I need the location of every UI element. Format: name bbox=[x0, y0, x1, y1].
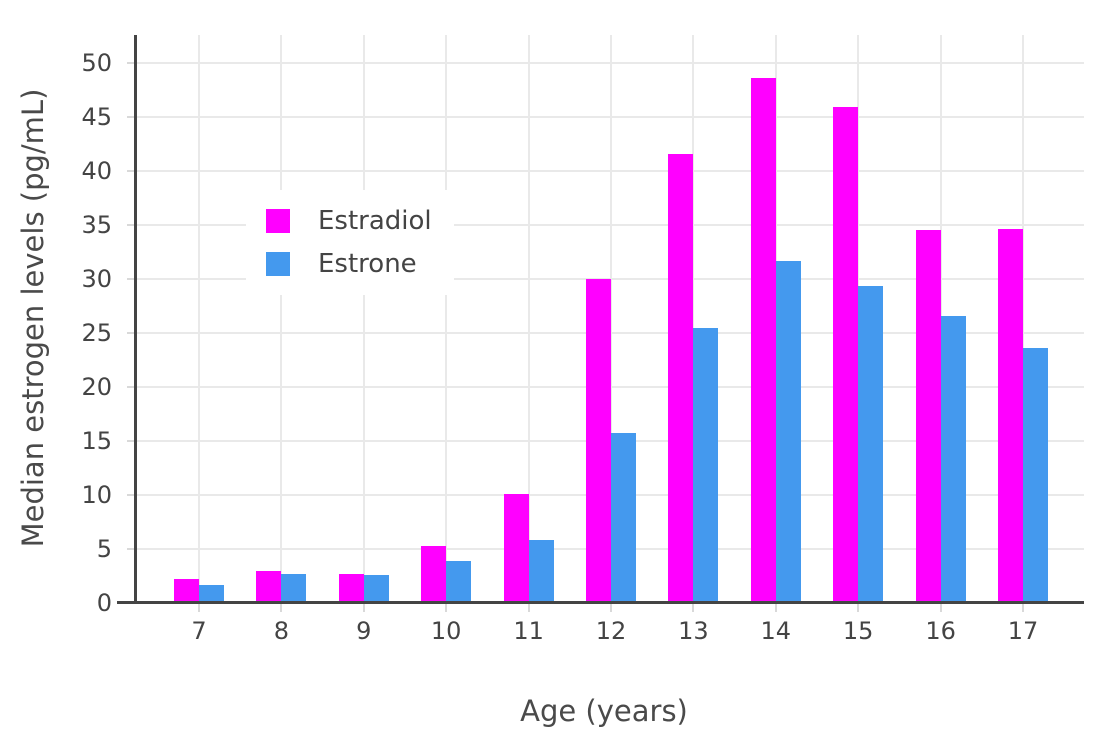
bar-estrone-age-11 bbox=[528, 540, 554, 603]
y-axis-title: Median estrogen levels (pg/mL) bbox=[16, 88, 50, 548]
y-tick-label: 25 bbox=[81, 319, 112, 348]
bar-estradiol-age-10 bbox=[421, 545, 447, 603]
bar-estrone-age-16 bbox=[940, 315, 966, 603]
bar-estradiol-age-7 bbox=[174, 579, 199, 603]
gridline-vertical bbox=[1022, 35, 1024, 603]
x-axis-title: Age (years) bbox=[520, 694, 688, 728]
y-axis-tick bbox=[127, 116, 134, 119]
bar-estradiol-age-9 bbox=[338, 573, 364, 603]
x-axis-tick bbox=[610, 604, 612, 612]
x-axis-tick bbox=[939, 604, 942, 612]
bar-estradiol-age-14 bbox=[750, 78, 776, 603]
legend: Estradiol Estrone bbox=[246, 190, 454, 295]
bar-estrone-age-13 bbox=[693, 327, 719, 603]
bar-estradiol-age-12 bbox=[586, 279, 611, 603]
x-axis-tick bbox=[774, 604, 777, 612]
y-axis-tick bbox=[127, 440, 134, 443]
y-axis-tick bbox=[127, 548, 134, 550]
gridline-horizontal bbox=[135, 170, 1084, 173]
y-tick-label: 15 bbox=[81, 427, 112, 456]
gridline-vertical bbox=[198, 35, 200, 603]
gridline-vertical bbox=[280, 35, 283, 603]
gridline-vertical bbox=[445, 35, 448, 603]
bar-estrone-age-15 bbox=[858, 285, 884, 603]
bar-estradiol-age-11 bbox=[503, 493, 529, 603]
bar-estradiol-age-17 bbox=[998, 229, 1023, 603]
x-axis-tick bbox=[857, 604, 860, 612]
x-axis-tick bbox=[692, 604, 695, 612]
y-axis-tick bbox=[127, 278, 134, 281]
x-axis-tick bbox=[362, 604, 365, 612]
x-axis-tick bbox=[198, 604, 200, 612]
y-axis-tick bbox=[127, 332, 134, 335]
bar-estradiol-age-8 bbox=[256, 570, 282, 603]
gridline-vertical bbox=[692, 35, 695, 603]
x-tick-label: 8 bbox=[273, 617, 290, 645]
y-tick-label: 45 bbox=[81, 103, 112, 132]
x-tick-label: 12 bbox=[595, 617, 627, 645]
legend-label-estrone: Estrone bbox=[318, 249, 417, 279]
y-tick-label: 0 bbox=[96, 589, 112, 617]
x-tick-label: 15 bbox=[842, 617, 874, 645]
y-tick-label: 10 bbox=[81, 481, 112, 509]
bar-estradiol-age-15 bbox=[833, 107, 859, 603]
estrone-color-swatch-icon bbox=[266, 252, 290, 276]
bar-estradiol-age-16 bbox=[915, 230, 941, 603]
x-axis-tick bbox=[1022, 604, 1024, 612]
y-tick-label: 40 bbox=[81, 157, 112, 186]
legend-item-estrone[interactable]: Estrone bbox=[266, 249, 432, 279]
bar-estrone-age-14 bbox=[775, 260, 801, 603]
y-axis-tick bbox=[127, 62, 134, 65]
gridline-horizontal bbox=[135, 116, 1084, 119]
x-tick-label: 13 bbox=[678, 617, 709, 645]
bar-estrone-age-7 bbox=[199, 584, 224, 603]
y-tick-label: 35 bbox=[81, 211, 112, 240]
y-tick-label: 5 bbox=[96, 535, 112, 563]
bar-estrone-age-17 bbox=[1023, 348, 1048, 603]
y-tick-label: 20 bbox=[81, 373, 112, 402]
bar-estrone-age-12 bbox=[611, 433, 636, 603]
legend-item-estradiol[interactable]: Estradiol bbox=[266, 206, 432, 236]
y-axis-tick bbox=[127, 170, 134, 173]
y-axis-tick bbox=[127, 494, 134, 496]
y-axis-line bbox=[134, 35, 137, 604]
x-axis-tick bbox=[527, 604, 530, 612]
bar-estrone-age-10 bbox=[446, 560, 472, 603]
legend-label-estradiol: Estradiol bbox=[318, 206, 432, 236]
bar-estrone-age-8 bbox=[281, 573, 307, 603]
y-tick-label: 30 bbox=[81, 265, 112, 294]
y-axis-tick bbox=[127, 386, 134, 389]
bar-estrone-age-9 bbox=[363, 574, 389, 603]
y-tick-label: 50 bbox=[81, 49, 112, 78]
estradiol-color-swatch-icon bbox=[266, 209, 290, 233]
gridline-vertical bbox=[527, 35, 530, 603]
y-axis-tick bbox=[127, 224, 134, 227]
x-tick-label: 9 bbox=[356, 617, 372, 645]
x-tick-label: 7 bbox=[191, 617, 207, 645]
gridline-vertical bbox=[610, 35, 612, 603]
gridline-horizontal bbox=[135, 62, 1084, 65]
gridline-vertical bbox=[362, 35, 365, 603]
x-tick-label: 16 bbox=[925, 617, 956, 645]
x-tick-label: 10 bbox=[430, 617, 462, 645]
x-axis-tick bbox=[445, 604, 448, 612]
x-tick-label: 11 bbox=[513, 617, 544, 645]
x-axis-line bbox=[117, 601, 1084, 604]
x-tick-label: 17 bbox=[1007, 617, 1039, 645]
gridline-horizontal bbox=[135, 224, 1084, 227]
x-axis-tick bbox=[280, 604, 283, 612]
bar-estradiol-age-13 bbox=[668, 153, 694, 603]
x-tick-label: 14 bbox=[760, 617, 792, 645]
